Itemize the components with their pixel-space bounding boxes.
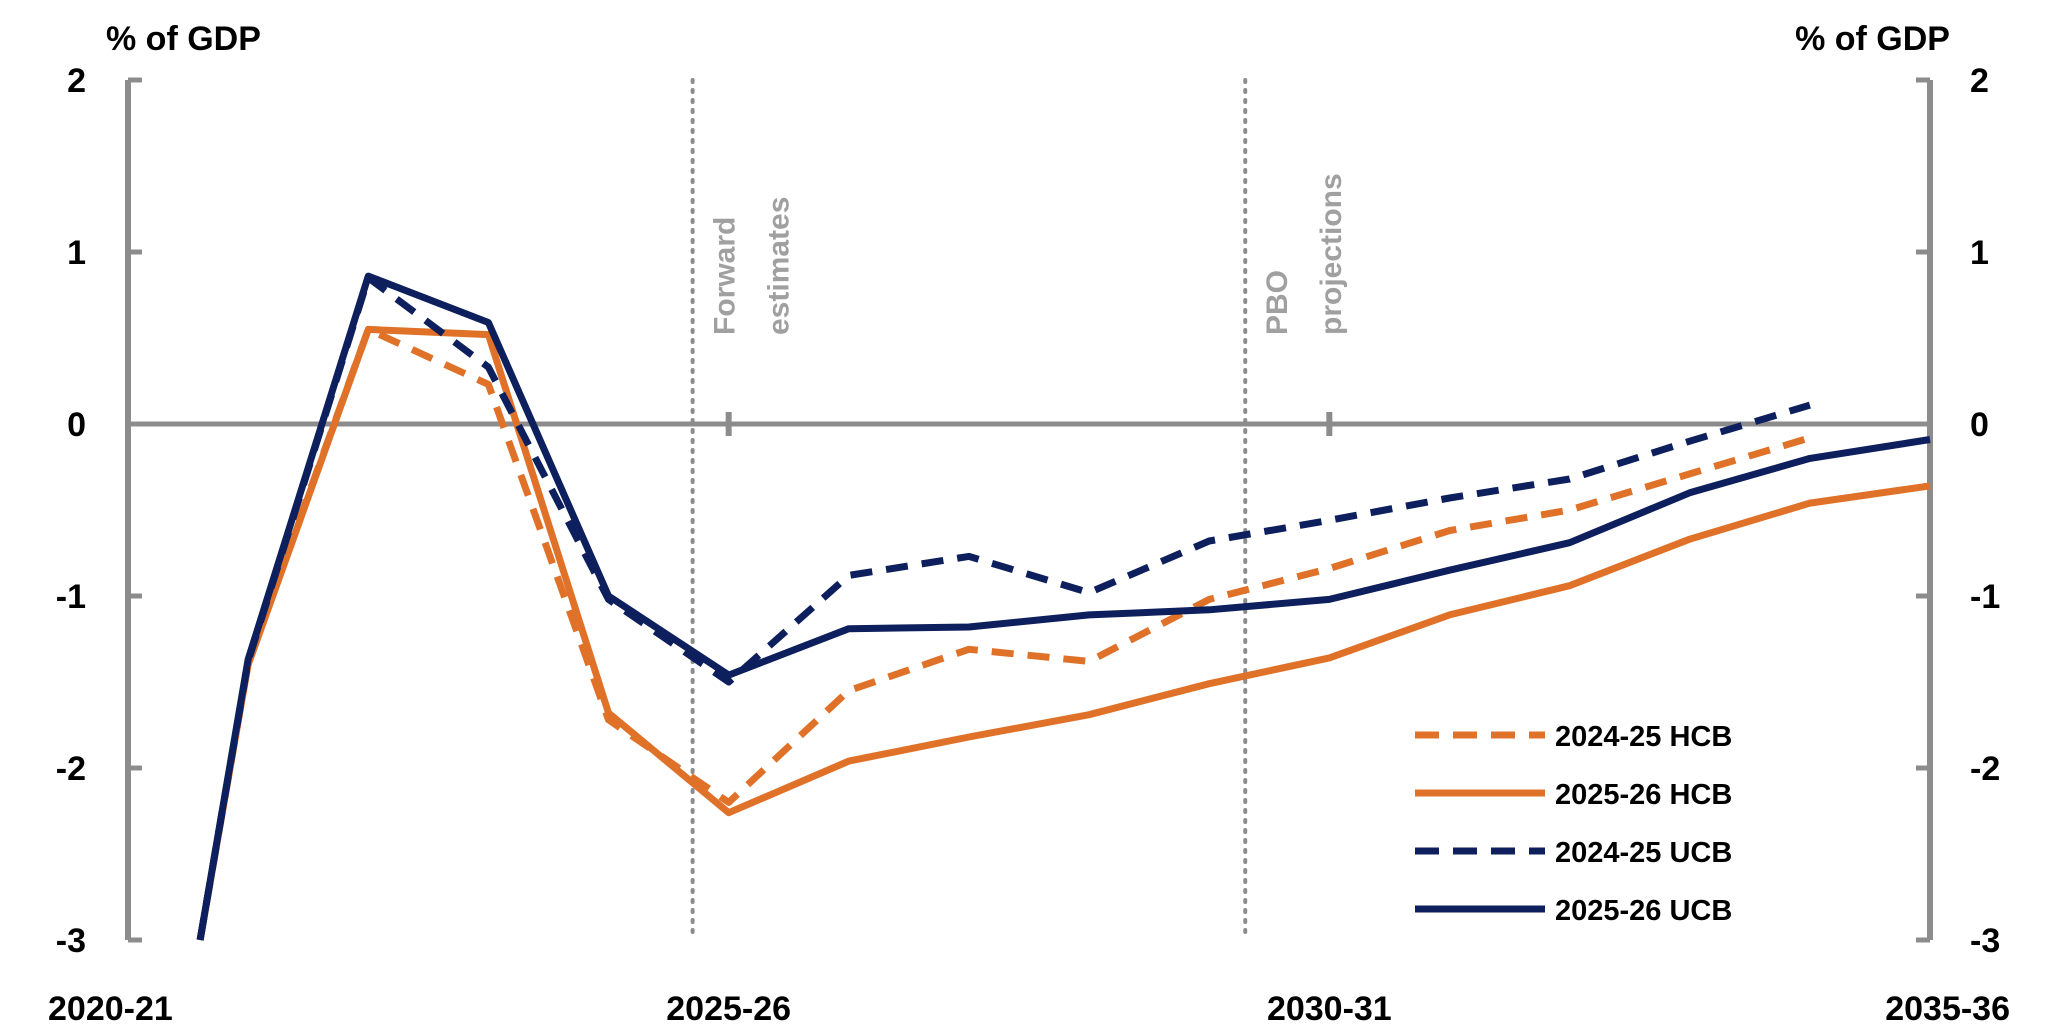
x-tick-label: 2020-21 bbox=[48, 990, 173, 1028]
legend: 2024-25 HCB 2025-26 HCB 2024-25 UCB 2025-26… bbox=[1415, 721, 1732, 927]
series-line bbox=[196, 272, 1931, 941]
axes: -3 -3 -2 -2 -1 -1 0 0 1 1 2 2 2020-21 2025-26 2030-31 2… bbox=[48, 62, 2010, 1028]
legend-label: 2024-25 UCB bbox=[1555, 837, 1732, 869]
x-tick-label: 2035-36 bbox=[1885, 990, 2010, 1028]
legend-label: 2024-25 HCB bbox=[1555, 721, 1732, 753]
left-tick-label: -2 bbox=[56, 750, 86, 788]
left-tick-label: -3 bbox=[56, 922, 86, 960]
left-tick-label: 1 bbox=[67, 234, 86, 272]
right-tick-label: 1 bbox=[1970, 234, 1989, 272]
right-axis-title: % of GDP bbox=[1795, 20, 1950, 58]
left-tick-label: -1 bbox=[56, 578, 86, 616]
left-axis-title: % of GDP bbox=[106, 20, 261, 58]
legend-label: 2025-26 UCB bbox=[1555, 895, 1732, 927]
right-tick-label: -3 bbox=[1970, 922, 2000, 960]
right-tick-label: 0 bbox=[1970, 406, 1989, 444]
series-lines bbox=[196, 272, 1931, 941]
marker-label: PBO bbox=[1261, 270, 1294, 335]
series-line bbox=[196, 325, 1811, 941]
left-tick-label: 2 bbox=[67, 62, 86, 100]
right-tick-label: -1 bbox=[1970, 578, 2000, 616]
x-tick-label: 2025-26 bbox=[666, 990, 791, 1028]
marker-label: Forward bbox=[709, 217, 742, 335]
vertical-markers: Forward estimates PBO projections bbox=[690, 78, 1348, 942]
series-line bbox=[196, 325, 1931, 941]
right-tick-label: -2 bbox=[1970, 750, 2000, 788]
right-tick-label: 2 bbox=[1970, 62, 1989, 100]
marker-label: estimates bbox=[763, 197, 796, 335]
series-line bbox=[196, 274, 1811, 941]
marker-label: projections bbox=[1315, 173, 1348, 335]
legend-label: 2025-26 HCB bbox=[1555, 779, 1732, 811]
left-tick-label: 0 bbox=[67, 406, 86, 444]
x-tick-label: 2030-31 bbox=[1267, 990, 1392, 1028]
